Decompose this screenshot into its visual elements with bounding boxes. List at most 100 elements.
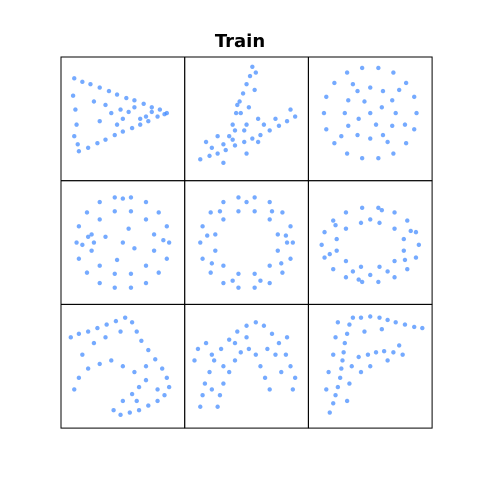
point (344, 398, 350, 404)
point (200, 256, 205, 261)
panel-frame (307, 56, 433, 182)
point (103, 137, 108, 142)
point (80, 352, 85, 357)
point (213, 232, 218, 237)
point (114, 257, 120, 263)
panel-frame (307, 303, 433, 429)
point (368, 110, 373, 116)
point (356, 116, 361, 122)
point (76, 331, 82, 337)
point (265, 346, 270, 352)
point (334, 236, 339, 242)
point (230, 278, 235, 283)
point (337, 375, 343, 381)
point (215, 134, 220, 139)
point (221, 364, 226, 369)
point (244, 199, 249, 205)
point (333, 335, 338, 340)
point (141, 101, 146, 107)
point (331, 218, 336, 223)
point (132, 98, 137, 103)
point (236, 285, 241, 290)
point (97, 361, 102, 367)
point (402, 122, 408, 127)
point (413, 255, 419, 260)
point (156, 210, 161, 215)
point (143, 364, 149, 369)
point (164, 375, 170, 381)
point (255, 139, 261, 145)
point (76, 256, 82, 261)
point (379, 105, 385, 110)
point (226, 134, 232, 139)
panel-frame (307, 180, 433, 305)
point (91, 99, 97, 104)
point (104, 322, 109, 327)
point (89, 248, 94, 253)
point (341, 350, 346, 355)
point (72, 76, 77, 81)
point (276, 340, 282, 346)
point (134, 329, 139, 334)
point (217, 392, 223, 398)
point (253, 320, 259, 325)
point (376, 279, 381, 285)
point (377, 220, 382, 226)
point (324, 127, 329, 132)
point (244, 81, 249, 87)
point (331, 401, 336, 406)
point (128, 195, 134, 200)
point (242, 128, 247, 133)
point (290, 387, 296, 392)
point (221, 280, 226, 286)
point (350, 269, 356, 274)
point (250, 64, 255, 69)
point (356, 277, 361, 282)
point (250, 136, 255, 141)
point (324, 94, 329, 100)
point (252, 195, 257, 200)
point (136, 408, 142, 413)
point (232, 128, 238, 133)
point (218, 346, 224, 352)
point (275, 232, 280, 237)
point (244, 335, 249, 340)
point (342, 340, 347, 346)
point (97, 199, 102, 205)
point (233, 110, 239, 116)
point (258, 278, 263, 283)
point (420, 325, 425, 331)
point (390, 98, 395, 103)
point (324, 387, 329, 392)
point (380, 88, 386, 94)
point (252, 285, 257, 290)
point (151, 232, 157, 237)
point (217, 209, 223, 214)
point (72, 134, 77, 139)
point (156, 270, 161, 275)
point (155, 114, 160, 119)
point (344, 331, 350, 337)
point (166, 240, 172, 245)
point (76, 224, 82, 229)
point (405, 218, 410, 223)
point (207, 153, 212, 159)
point (273, 352, 278, 357)
point (120, 129, 126, 134)
point (376, 155, 381, 161)
point (344, 151, 350, 156)
point (126, 109, 131, 115)
point (162, 112, 167, 117)
point (211, 358, 217, 363)
point (128, 209, 134, 214)
point (322, 229, 327, 235)
point (322, 255, 327, 260)
point (120, 398, 126, 404)
point (346, 123, 351, 128)
point (72, 387, 77, 392)
point (275, 248, 280, 253)
point (273, 116, 278, 122)
point (155, 398, 160, 404)
point (377, 315, 382, 320)
